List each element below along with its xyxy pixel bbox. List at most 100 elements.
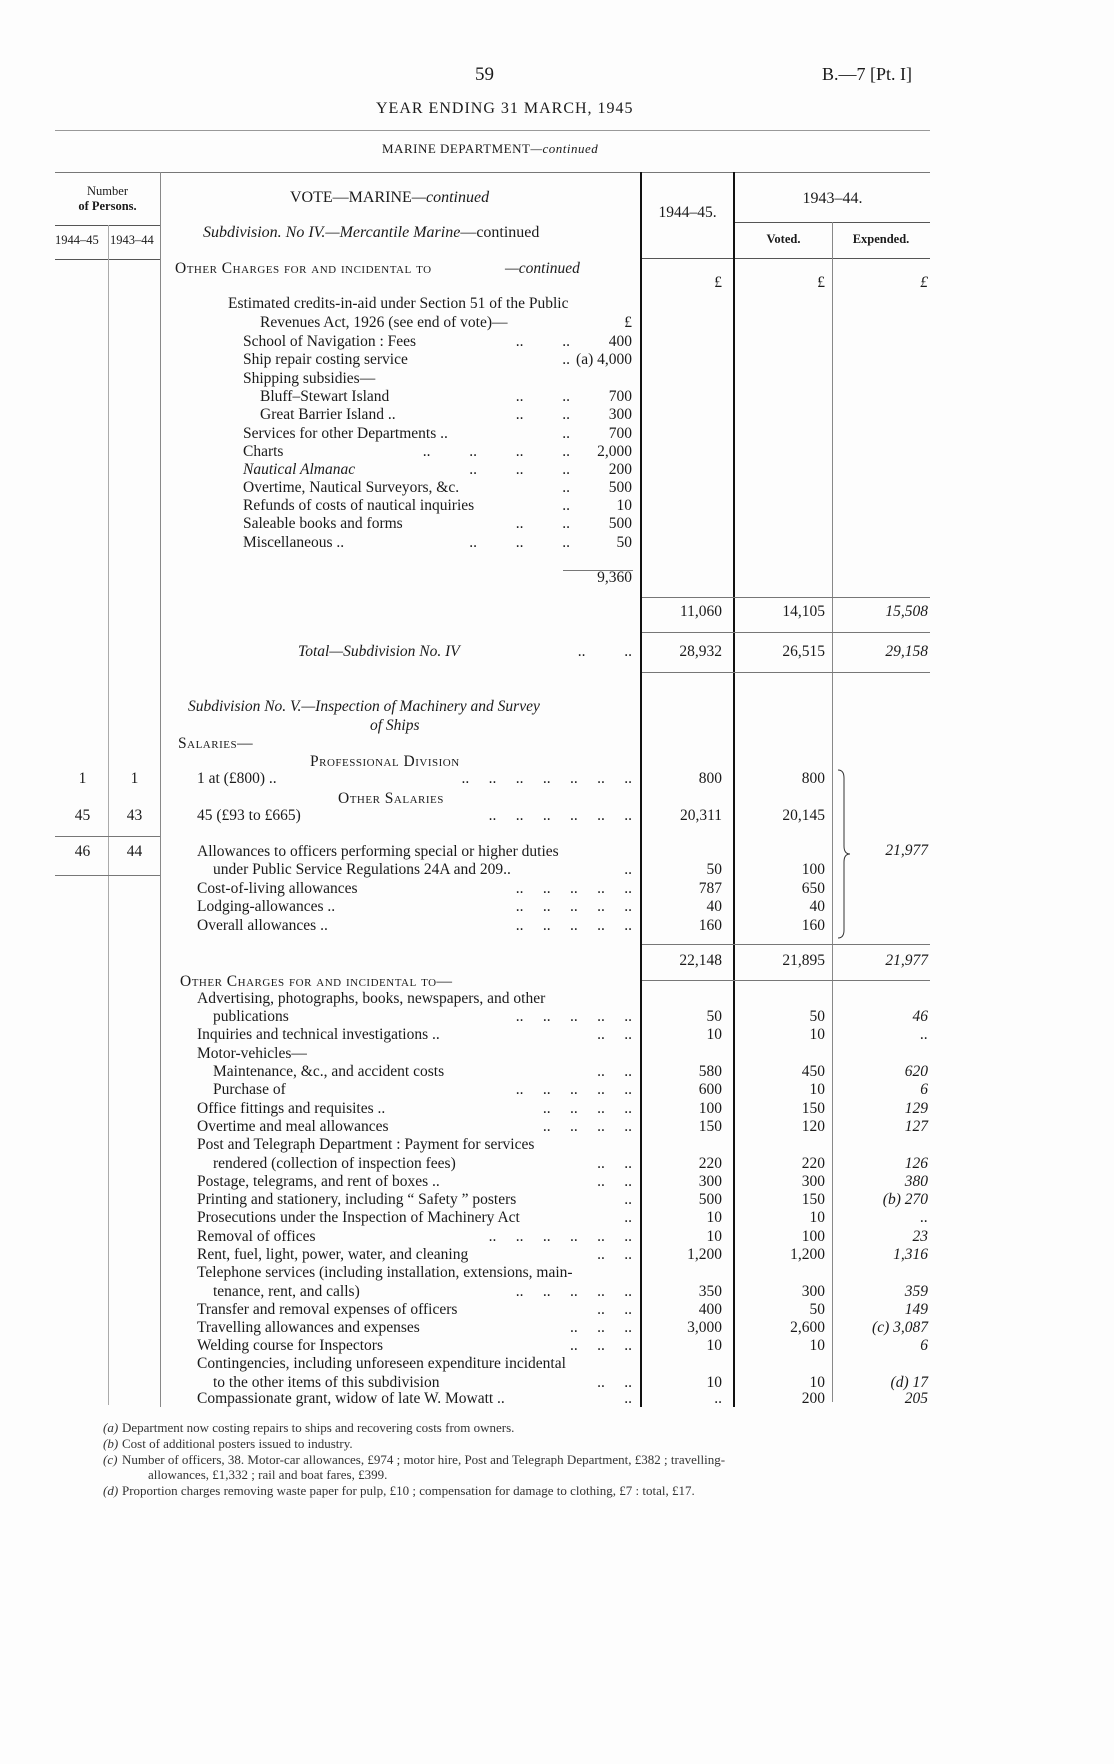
line-item-label: Rent, fuel, light, power, water, and cle… bbox=[197, 1246, 469, 1263]
credit-amount: 700 bbox=[608, 425, 632, 442]
dot-leader: .. .. .. bbox=[570, 1337, 632, 1354]
line-item-label: Professional Division bbox=[310, 753, 460, 770]
persons-1944-45: 45 bbox=[74, 807, 91, 824]
persons-label-2: of Persons. bbox=[78, 199, 137, 213]
line-item-label: Charts bbox=[243, 443, 284, 460]
dot-leader: .. bbox=[624, 1209, 632, 1226]
line-item-label: Post and Telegraph Department : Payment … bbox=[197, 1136, 535, 1153]
amount-1944-45: 600 bbox=[698, 1081, 722, 1098]
rule bbox=[642, 944, 930, 945]
line-item-label: Ship repair costing service bbox=[243, 351, 408, 368]
amount-voted-1943-44: 50 bbox=[809, 1301, 826, 1318]
amount-voted-1943-44: 2,600 bbox=[790, 1319, 825, 1336]
persons-1944-45: 46 bbox=[74, 843, 91, 860]
amount-1944-45: 3,000 bbox=[687, 1319, 722, 1336]
dot-leader: .. .. .. .. .. .. bbox=[488, 807, 632, 824]
department-heading: MARINE DEPARTMENT—continued bbox=[382, 141, 598, 157]
line-item-label: Transfer and removal expenses of officer… bbox=[197, 1301, 458, 1318]
amount-expended-1943-44: 129 bbox=[904, 1100, 928, 1117]
dot-leader: .. bbox=[624, 1191, 632, 1208]
line-item-label: Subdivision No. V.—Inspection of Machine… bbox=[188, 698, 540, 715]
dot-leader: .. .. bbox=[597, 1063, 632, 1080]
amount-1944-45: 400 bbox=[698, 1301, 722, 1318]
amount-1944-45: 40 bbox=[706, 898, 723, 915]
dot-leader: .. .. .. .. bbox=[542, 1100, 632, 1117]
document-reference: B.—7 [Pt. I] bbox=[822, 64, 912, 84]
footnote-mark: (b) bbox=[103, 1436, 119, 1451]
amount-voted-1943-44: 220 bbox=[801, 1155, 825, 1172]
amount-expended-1943-44: 205 bbox=[904, 1390, 928, 1407]
line-item-label: 45 (£93 to £665) bbox=[197, 807, 301, 824]
col-1944-45: 1944–45. bbox=[658, 204, 717, 221]
footnote-text: allowances, £1,332 ; rail and boat fares… bbox=[148, 1467, 388, 1482]
amount-expended-1943-44: 15,508 bbox=[885, 603, 928, 620]
dot-leader: .. .. .. .. .. bbox=[515, 1081, 632, 1098]
amount-expended-1943-44: £ bbox=[920, 274, 928, 291]
dot-leader: .. bbox=[562, 425, 570, 442]
line-item-label: Inquiries and technical investigations .… bbox=[197, 1026, 440, 1043]
dot-leader: .. .. .. bbox=[570, 1319, 632, 1336]
dot-leader: .. .. .. bbox=[469, 461, 570, 478]
amount-1944-45: 350 bbox=[698, 1283, 722, 1300]
dot-leader: .. .. .. .. .. bbox=[515, 898, 632, 915]
department-name: MARINE DEPARTMENT bbox=[382, 141, 531, 156]
line-item-label: rendered (collection of inspection fees) bbox=[213, 1155, 456, 1172]
amount-1944-45: 10 bbox=[706, 1374, 723, 1391]
line-item-label: Office fittings and requisites .. bbox=[197, 1100, 386, 1117]
amount-voted-1943-44: 10 bbox=[809, 1081, 826, 1098]
line-item-label: under Public Service Regulations 24A and… bbox=[213, 861, 511, 878]
vote-heading: VOTE—MARINE—continued bbox=[290, 189, 489, 207]
amount-1944-45: 22,148 bbox=[679, 952, 722, 969]
amount-voted-1943-44: 150 bbox=[801, 1100, 825, 1117]
amount-expended-1943-44: 29,158 bbox=[885, 643, 928, 660]
subdivision-heading: Subdivision. No IV.—Mercantile Marine—co… bbox=[203, 224, 539, 242]
amount-voted-1943-44: 300 bbox=[801, 1173, 825, 1190]
line-item-label: Compassionate grant, widow of late W. Mo… bbox=[197, 1390, 505, 1407]
col-expended: Expended. bbox=[852, 232, 910, 246]
dot-leader: .. .. .. .. bbox=[542, 1118, 632, 1135]
dot-leader: .. .. .. .. .. bbox=[515, 917, 632, 934]
vote-name: VOTE—MARINE bbox=[290, 189, 412, 206]
subdivision-name: Subdivision. No IV.—Mercantile Marine bbox=[203, 224, 461, 241]
amount-expended-1943-44: 126 bbox=[904, 1155, 928, 1172]
dot-leader: .. .. .. .. bbox=[422, 443, 570, 460]
dot-leader: .. .. bbox=[597, 1301, 632, 1318]
line-item-label: Services for other Departments .. bbox=[243, 425, 448, 442]
line-item-label: to the other items of this subdivision bbox=[213, 1374, 440, 1391]
amount-expended-1943-44: 46 bbox=[912, 1008, 929, 1025]
amount-expended-1943-44: (b) 270 bbox=[882, 1191, 928, 1208]
dot-leader: .. .. bbox=[515, 388, 570, 405]
brace-icon bbox=[837, 769, 851, 939]
line-item-label: Other Salaries bbox=[338, 790, 444, 807]
amount-expended-1943-44: 6 bbox=[920, 1337, 928, 1354]
line-item-label: Cost-of-living allowances bbox=[197, 880, 358, 897]
persons-1943-44: 43 bbox=[126, 807, 143, 824]
line-item-label: Other Charges for and incidental to bbox=[175, 260, 432, 277]
rule bbox=[55, 836, 160, 837]
amount-1944-45: 50 bbox=[706, 1008, 723, 1025]
amount-voted-1943-44: 650 bbox=[801, 880, 825, 897]
amount-1944-45: 220 bbox=[698, 1155, 722, 1172]
line-item-label: Travelling allowances and expenses bbox=[197, 1319, 420, 1336]
amount-expended-1943-44: (d) 17 bbox=[890, 1374, 928, 1391]
line-item-label: Refunds of costs of nautical inquiries bbox=[243, 497, 475, 514]
amount-expended-1943-44: .. bbox=[920, 1026, 928, 1043]
page-number: 59 bbox=[475, 64, 494, 85]
amount-expended-1943-44: 23 bbox=[912, 1228, 929, 1245]
vote-suffix: —continued bbox=[411, 189, 490, 206]
line-item-label: Overtime, Nautical Surveyors, &c. bbox=[243, 479, 460, 496]
persons-1944-45: 1 bbox=[78, 770, 87, 787]
amount-expended-1943-44: 21,977 bbox=[885, 952, 928, 969]
amount-1944-45: 1,200 bbox=[687, 1246, 722, 1263]
brace-total: 21,977 bbox=[885, 842, 928, 859]
line-item-label: Motor-vehicles— bbox=[197, 1045, 307, 1062]
amount-1944-45: 100 bbox=[698, 1100, 722, 1117]
persons-header: Number of Persons. bbox=[55, 184, 160, 214]
line-item-label: Shipping subsidies— bbox=[243, 370, 376, 387]
line-item-label: School of Navigation : Fees bbox=[243, 333, 417, 350]
dot-leader: .. .. .. bbox=[469, 534, 570, 551]
amount-voted-1943-44: 14,105 bbox=[782, 603, 825, 620]
dot-leader: .. .. bbox=[515, 515, 570, 532]
amount-voted-1943-44: 50 bbox=[809, 1008, 826, 1025]
